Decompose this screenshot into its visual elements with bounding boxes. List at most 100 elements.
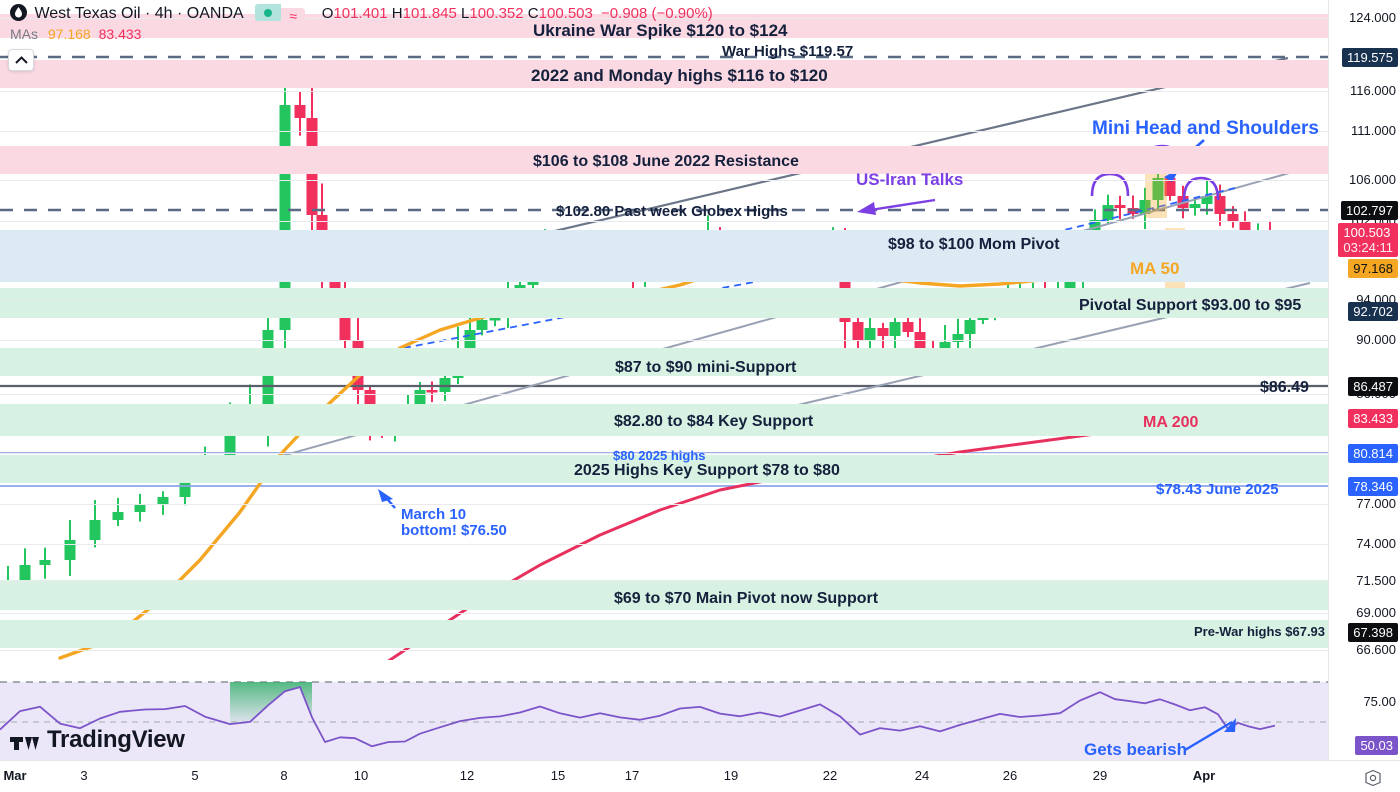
ma200-tag-value: 83.433 <box>1353 411 1393 426</box>
time-axis-tick: 3 <box>80 768 88 783</box>
prewar-highs-tag-value: 67.398 <box>1353 625 1393 640</box>
june-2025-tag-value: 78.346 <box>1353 479 1393 494</box>
key-support-8280-label: $82.80 to $84 Key Support <box>614 413 814 430</box>
price-axis-tick: 116.000 <box>1349 83 1396 98</box>
price-chart-pane[interactable]: Ukraine War Spike $120 to $124 War Highs … <box>0 0 1328 660</box>
ohlc-low-value: 100.352 <box>469 5 524 22</box>
gets-bearish-label: Gets bearish <box>1084 740 1187 759</box>
last-price-tag[interactable]: 100.503 03:24:11 <box>1338 223 1398 257</box>
rsi-value-tag[interactable]: 50.03 <box>1355 736 1398 755</box>
time-axis-tick: 15 <box>550 768 566 783</box>
ohlc-open-value: 101.401 <box>333 5 388 22</box>
chart-symbol-title[interactable]: West Texas Oil · 4h · OANDA <box>34 5 243 22</box>
ma50-tag-value: 97.168 <box>1353 261 1393 276</box>
prewar-highs-label: Pre-War highs $67.93 <box>1194 624 1326 639</box>
pivotal-support-tag-value: 92.702 <box>1353 304 1393 319</box>
june-2025-label: $78.43 June 2025 <box>1156 481 1279 498</box>
main-pivot-label: $69 to $70 Main Pivot now Support <box>614 590 879 607</box>
key-level-8649-label: $86.49 <box>1260 379 1309 396</box>
globex-highs-tag-value: 102.797 <box>1346 203 1393 218</box>
rsi-axis-tick: 75.00 <box>1363 694 1396 709</box>
prewar-highs-tag[interactable]: 67.398 <box>1348 623 1398 642</box>
gridline <box>0 300 1328 301</box>
march10-arrow-head <box>378 489 393 502</box>
pivotal-support-tag[interactable]: 92.702 <box>1348 302 1398 321</box>
left-shoulder-arc <box>1090 172 1130 197</box>
june-2022-resistance-zone <box>0 146 1328 174</box>
ma50-label: MA 50 <box>1130 259 1180 278</box>
time-axis[interactable]: Mar 3 5 8 10 12 15 17 19 22 24 26 29 Apr <box>0 760 1400 792</box>
gear-icon[interactable] <box>1364 769 1382 787</box>
key-level-tag-value: 86.487 <box>1353 379 1393 394</box>
june-2022-resistance-label: $106 to $108 June 2022 Resistance <box>533 153 799 170</box>
rsi-pane[interactable]: RSI 14 close 50.03 Gets bearish <box>0 660 1328 760</box>
ma200-tag[interactable]: 83.433 <box>1348 409 1398 428</box>
gets-bearish-arrow-line <box>1184 720 1233 752</box>
tradingview-logo-icon <box>10 730 40 750</box>
ma50-tag[interactable]: 97.168 <box>1348 259 1398 278</box>
monday-highs-zone <box>0 60 1328 88</box>
gridline <box>0 180 1328 181</box>
gridline <box>0 544 1328 545</box>
war-highs-label: War Highs $119.57 <box>722 43 854 60</box>
gridline <box>0 504 1328 505</box>
ohlc-high-value: 101.845 <box>402 5 457 22</box>
war-highs-tag[interactable]: 119.575 <box>1341 48 1398 67</box>
globex-highs-tag[interactable]: 102.797 <box>1341 201 1398 220</box>
price-axis-tick: 77.000 <box>1356 496 1396 511</box>
ma50-legend-value: 97.168 <box>47 26 91 42</box>
price-axis-tick: 69.000 <box>1356 605 1396 620</box>
rsi-line <box>0 686 1276 748</box>
mom-pivot-label: $98 to $100 Mom Pivot <box>888 236 1060 253</box>
ohlc-close-label: C <box>527 5 539 22</box>
price-axis-tick: 90.000 <box>1356 332 1396 347</box>
time-axis-tick: 17 <box>624 768 640 783</box>
chart-legend-moving-averages[interactable]: MAs 97.168 83.433 <box>10 26 141 42</box>
gets-bearish-arrow-head <box>1224 718 1236 732</box>
right-shoulder-arc <box>1182 176 1220 201</box>
march-10-bottom-label: March 10 <box>401 506 467 523</box>
mini-support-zone <box>0 348 1328 376</box>
gridline <box>0 91 1328 92</box>
chevron-up-icon <box>14 56 28 64</box>
price-axis[interactable]: 124.000 116.000 111.000 106.000 102.000 94.00… <box>1328 0 1400 789</box>
mas-label: MAs <box>10 26 38 42</box>
ma200-label: MA 200 <box>1143 414 1199 431</box>
time-axis-tick: 8 <box>280 768 288 783</box>
collapse-pane-button[interactable] <box>8 49 34 71</box>
mini-support-label: $87 to $90 mini-Support <box>615 359 797 376</box>
last-price-tag-value: 100.503 <box>1343 225 1391 240</box>
main-pivot-zone <box>0 580 1328 610</box>
highs-2025-tag[interactable]: 80.814 <box>1348 444 1398 463</box>
price-axis-tick: 66.600 <box>1356 642 1396 657</box>
key-support-7880-zone <box>0 455 1328 483</box>
time-axis-tick: 29 <box>1092 768 1108 783</box>
highs-2025-tag-value: 80.814 <box>1353 446 1393 461</box>
time-axis-tick: 10 <box>353 768 369 783</box>
gridline <box>0 394 1328 395</box>
march-10-bottom-price-label: bottom! $76.50 <box>401 522 507 539</box>
key-level-tag[interactable]: 86.487 <box>1348 377 1398 396</box>
mom-pivot-zone <box>0 230 1328 282</box>
rsi-overbought-fill <box>230 682 312 725</box>
2022-monday-highs-label: 2022 and Monday highs $116 to $120 <box>531 66 828 85</box>
chart-legend-primary[interactable]: West Texas Oil · 4h · OANDA ≈ O101.401 H… <box>10 4 713 25</box>
ohlc-high-label: H <box>391 5 403 22</box>
gridline <box>0 18 1328 19</box>
time-axis-tick: 26 <box>1002 768 1018 783</box>
gridline <box>0 453 1328 454</box>
ohlc-open-label: O <box>321 5 334 22</box>
candlestick-series <box>2 63 1289 609</box>
tradingview-watermark: TradingView <box>10 726 185 754</box>
gridline <box>0 221 1328 222</box>
ohlc-low-label: L <box>461 5 470 22</box>
key-support-78-80-label: 2025 Highs Key Support $78 to $80 <box>574 462 840 479</box>
ohlc-change-value: −0.908 (−0.90%) <box>601 5 713 22</box>
time-axis-tick: 22 <box>822 768 838 783</box>
june-2025-tag[interactable]: 78.346 <box>1348 477 1398 496</box>
prewar-highs-zone <box>0 620 1328 648</box>
us-iran-arrow-line <box>863 198 936 213</box>
time-axis-tick: 24 <box>914 768 930 783</box>
oil-drop-icon <box>10 4 27 21</box>
time-axis-tick: 19 <box>723 768 739 783</box>
